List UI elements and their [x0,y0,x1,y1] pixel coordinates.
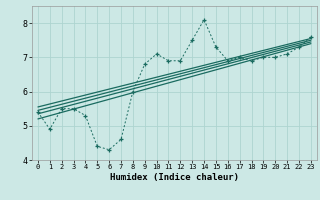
X-axis label: Humidex (Indice chaleur): Humidex (Indice chaleur) [110,173,239,182]
